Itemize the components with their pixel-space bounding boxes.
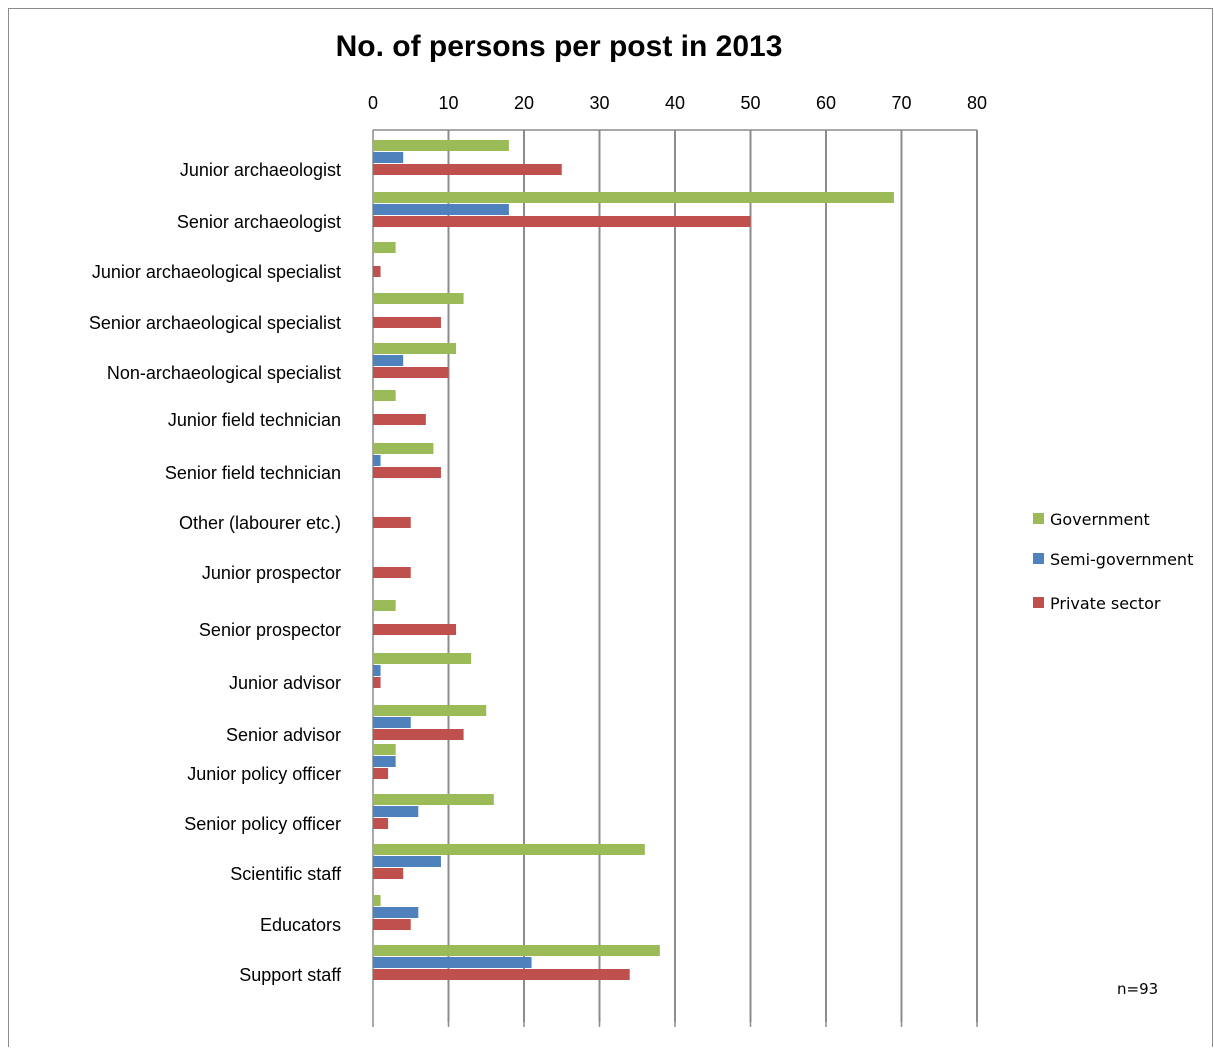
bar-private-sector — [373, 317, 441, 328]
bar-semi-government — [373, 957, 532, 968]
x-tick-label: 60 — [816, 93, 836, 113]
category-label: Junior archaeological specialist — [92, 262, 341, 282]
category-label: Junior policy officer — [187, 764, 341, 784]
category-label: Senior field technician — [165, 463, 341, 483]
legend-label: Government — [1050, 510, 1150, 529]
legend: Government Semi-government Private sector — [1033, 510, 1193, 613]
bar-government — [373, 600, 396, 611]
bar-private-sector — [373, 216, 751, 227]
legend-label: Semi-government — [1050, 550, 1193, 569]
category-label: Senior prospector — [199, 620, 341, 640]
legend-swatch — [1033, 597, 1044, 608]
category-label: Junior field technician — [168, 410, 341, 430]
x-tick-label: 80 — [967, 93, 987, 113]
bar-semi-government — [373, 665, 381, 676]
bar-government — [373, 744, 396, 755]
bar-government — [373, 192, 894, 203]
bar-semi-government — [373, 204, 509, 215]
chart-title: No. of persons per post in 2013 — [335, 30, 783, 63]
bar-government — [373, 343, 457, 354]
bar-private-sector — [373, 467, 441, 478]
bar-government — [373, 705, 487, 716]
bar-semi-government — [373, 717, 411, 728]
bar-private-sector — [373, 868, 404, 879]
bar-private-sector — [373, 367, 449, 378]
category-label: Junior archaeologist — [180, 160, 341, 180]
category-label: Senior policy officer — [184, 814, 341, 834]
chart-frame — [8, 8, 1213, 1047]
bar-government — [373, 794, 494, 805]
bar-private-sector — [373, 414, 426, 425]
legend-label: Private sector — [1050, 594, 1161, 613]
bar-semi-government — [373, 907, 419, 918]
bar-private-sector — [373, 969, 630, 980]
bar-government — [373, 895, 381, 906]
bars — [373, 140, 894, 980]
bar-private-sector — [373, 164, 562, 175]
bar-private-sector — [373, 818, 389, 829]
category-label: Other (labourer etc.) — [179, 513, 341, 533]
bar-government — [373, 945, 660, 956]
legend-swatch — [1033, 513, 1044, 524]
x-tick-label: 20 — [514, 93, 534, 113]
category-label: Junior prospector — [202, 563, 341, 583]
bar-government — [373, 653, 472, 664]
bar-private-sector — [373, 567, 411, 578]
bar-semi-government — [373, 856, 441, 867]
x-tick-labels: 0 10 20 30 40 50 60 70 80 — [368, 93, 987, 113]
gridlines — [372, 129, 978, 1027]
category-label: Educators — [260, 915, 341, 935]
category-labels: Junior archaeologist Senior archaeologist… — [89, 160, 342, 985]
bar-government — [373, 390, 396, 401]
x-tick-label: 30 — [589, 93, 609, 113]
bar-government — [373, 443, 434, 454]
bar-semi-government — [373, 806, 419, 817]
category-label: Junior advisor — [229, 673, 341, 693]
bar-semi-government — [373, 355, 404, 366]
x-tick-label: 0 — [368, 93, 378, 113]
category-label: Senior advisor — [226, 725, 341, 745]
category-label: Support staff — [239, 965, 342, 985]
bar-semi-government — [373, 756, 396, 767]
x-tick-label: 40 — [665, 93, 685, 113]
category-label: Senior archaeologist — [177, 212, 341, 232]
x-tick-label: 50 — [740, 93, 760, 113]
bar-private-sector — [373, 768, 389, 779]
category-label: Non-archaeological specialist — [107, 363, 341, 383]
bar-semi-government — [373, 455, 381, 466]
bar-government — [373, 140, 509, 151]
bar-private-sector — [373, 677, 381, 688]
category-label: Senior archaeological specialist — [89, 313, 341, 333]
bar-private-sector — [373, 919, 411, 930]
x-tick-label: 10 — [438, 93, 458, 113]
bar-semi-government — [373, 152, 404, 163]
bar-private-sector — [373, 624, 457, 635]
sample-size-note: n=93 — [1117, 980, 1158, 998]
bar-government — [373, 844, 645, 855]
category-label: Scientific staff — [230, 864, 342, 884]
bar-government — [373, 293, 464, 304]
legend-swatch — [1033, 553, 1044, 564]
x-tick-label: 70 — [891, 93, 911, 113]
bar-private-sector — [373, 517, 411, 528]
bar-private-sector — [373, 729, 464, 740]
bar-private-sector — [373, 266, 381, 277]
bar-government — [373, 242, 396, 253]
